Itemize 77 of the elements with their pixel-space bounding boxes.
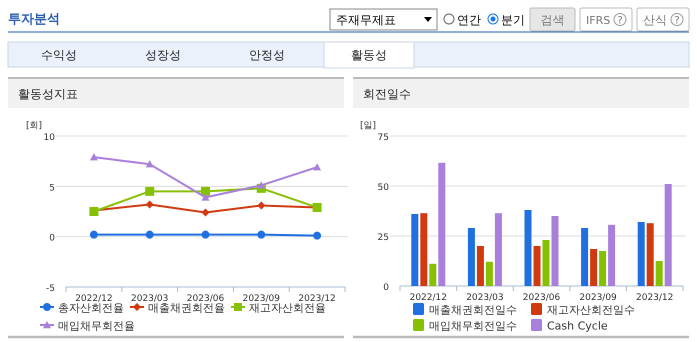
text: 활동성 (351, 48, 387, 62)
text: 수익성 (41, 48, 77, 62)
text: 안정성 (249, 48, 285, 62)
legend-label: Cash Cycle (547, 320, 608, 332)
y-tick-label: 0 (383, 283, 390, 293)
bar (468, 228, 475, 286)
chart-title: 회전일수 (363, 87, 411, 101)
text: 연간 (457, 13, 481, 27)
legend-label: 총자산회전율 (58, 302, 124, 314)
point (90, 230, 98, 239)
x-tick-label: 2022/12 (410, 293, 447, 303)
y-axis-title: [회] (26, 121, 42, 131)
chart-title: 활동성지표 (18, 87, 78, 101)
bar (664, 184, 672, 286)
bar (494, 213, 502, 286)
bar (524, 210, 532, 286)
point (257, 181, 266, 189)
bar (608, 224, 616, 286)
bar (486, 262, 493, 286)
legend-label: 매출채권회전일수 (429, 304, 517, 316)
legend-label: 매입채무회전율 (58, 320, 135, 332)
text: ? (617, 16, 623, 26)
x-tick-label: 2023/12 (298, 294, 336, 304)
bar (590, 249, 598, 286)
point (146, 230, 154, 239)
x-tick-label: 2023/09 (579, 293, 618, 303)
point (257, 201, 266, 210)
bar (646, 223, 654, 286)
point (146, 200, 154, 208)
point (202, 230, 210, 239)
bar (411, 214, 418, 286)
text: IFRS (586, 14, 610, 27)
text: 산식 (643, 13, 667, 27)
text: 주재무제표 (336, 13, 396, 27)
text: 성장성 (145, 48, 181, 62)
legend-label: 재고자산회전율 (249, 302, 326, 314)
point (146, 160, 154, 168)
x-tick-label: 2023/06 (522, 293, 560, 303)
bar (429, 264, 436, 286)
legend-label: 재고자산회전일수 (547, 304, 635, 316)
bar (552, 216, 558, 286)
bar (656, 261, 663, 286)
x-tick-label: 2023/03 (466, 293, 504, 303)
text: 분기 (501, 13, 525, 27)
bar (420, 213, 428, 286)
y-axis-title: [일] (360, 121, 376, 131)
legend-label: 매입채무회전일수 (429, 320, 517, 332)
text: 검색 (540, 13, 564, 27)
x-tick-label: 2022/12 (75, 294, 113, 304)
bar (476, 246, 484, 286)
text: ? (674, 16, 680, 26)
point (90, 153, 98, 160)
bar (638, 222, 645, 286)
y-tick-label: 25 (378, 233, 389, 243)
point (145, 186, 154, 196)
point (257, 230, 266, 239)
bar (599, 251, 606, 286)
point (202, 208, 210, 217)
text: 투자분석 (8, 12, 60, 27)
bar (581, 228, 588, 286)
point (202, 193, 210, 201)
x-tick-label: 2023/09 (242, 294, 280, 304)
y-tick-label: 75 (378, 133, 389, 143)
y-tick-label: 5 (49, 183, 55, 194)
y-tick-label: 0 (49, 234, 56, 244)
bar (534, 246, 540, 286)
y-tick-label: 10 (44, 133, 56, 143)
y-tick-label: -5 (46, 284, 55, 294)
point (313, 232, 322, 240)
legend-label: 매출채권회전율 (148, 302, 225, 314)
bar (438, 162, 446, 286)
x-tick-label: 2023/03 (131, 294, 168, 304)
x-tick-label: 2023/06 (186, 294, 224, 304)
y-tick-label: 50 (378, 183, 390, 193)
x-tick-label: 2023/12 (636, 293, 674, 303)
bar (542, 240, 550, 286)
point (313, 163, 322, 170)
